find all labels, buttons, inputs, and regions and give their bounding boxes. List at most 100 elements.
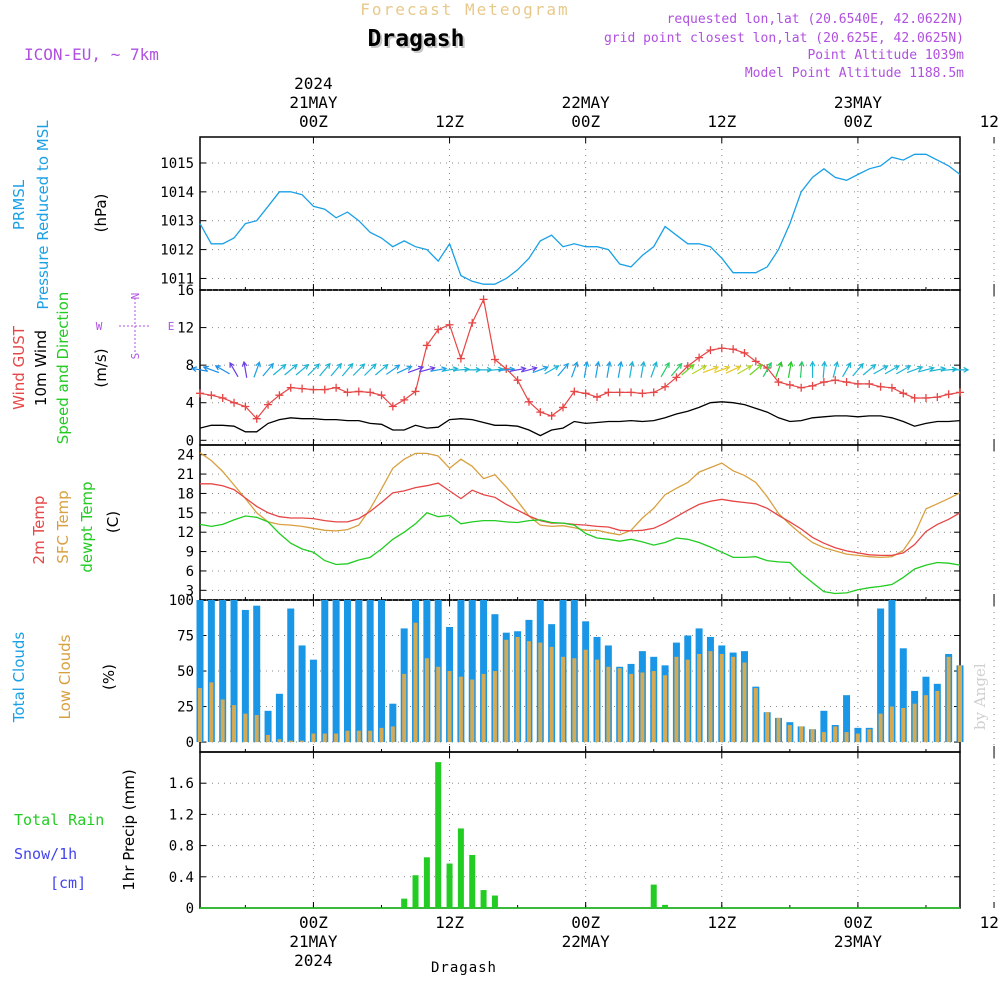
wind_gust-marker xyxy=(524,397,533,406)
wind_gust-marker xyxy=(706,346,715,355)
wind-arrow-head xyxy=(255,361,261,368)
wind-arrow-shaft xyxy=(557,363,569,377)
low_clouds-bar xyxy=(753,688,758,743)
wind-arrow-head xyxy=(241,360,248,367)
wind-arrow-shaft xyxy=(650,362,658,378)
wind_gust-marker xyxy=(536,408,545,417)
wind-arrow-shaft xyxy=(617,361,622,378)
wind-arrow-head xyxy=(821,360,828,367)
time-label: 12Z xyxy=(707,913,736,932)
wind-ytick-label: 8 xyxy=(186,358,194,374)
wind_gust-marker xyxy=(615,388,624,397)
total-clouds-label: Total Clouds xyxy=(10,632,28,724)
wind_gust-marker xyxy=(865,379,874,388)
low_clouds-bar xyxy=(390,726,395,743)
wind-arrow-shaft xyxy=(418,367,435,373)
low_clouds-bar xyxy=(958,665,962,743)
low_clouds-bar xyxy=(923,695,928,743)
low_clouds-bar xyxy=(889,706,894,743)
wind_gust-marker xyxy=(377,391,386,400)
total_clouds-bar xyxy=(207,600,215,743)
low_clouds-bar xyxy=(515,636,520,743)
wind_gust-marker xyxy=(468,318,477,327)
wind_gust-marker xyxy=(683,362,692,371)
wind_gust-marker xyxy=(513,376,522,385)
top-time-label: 12Z xyxy=(707,112,736,131)
low_clouds-bar xyxy=(345,730,350,743)
temp-ytick-label: 24 xyxy=(177,448,194,464)
precip-frame xyxy=(199,751,961,909)
wind-arrow-shaft xyxy=(262,363,274,377)
low_clouds-bar xyxy=(572,658,577,743)
wind-arrow-head xyxy=(766,361,772,368)
location-title: Dragash xyxy=(368,26,465,52)
precip_1h-bar xyxy=(457,828,464,908)
grid-point-coords: grid point closest lon,lat (20.625E, 42.… xyxy=(604,31,964,46)
wind_gust-marker xyxy=(808,381,817,390)
wind_gust-marker xyxy=(275,391,284,400)
clouds-panel: 0 25 50 75 100 xyxy=(169,593,995,753)
low_clouds-bar xyxy=(855,733,860,743)
wind-arrow-head xyxy=(746,365,753,371)
pressure-unit-label: (hPa) xyxy=(92,194,110,233)
wind-arrow-head xyxy=(347,362,354,369)
wind_gust-marker xyxy=(661,382,670,391)
temp-ytick-label: 18 xyxy=(177,486,194,502)
wind_gust-line xyxy=(199,297,961,420)
low_clouds-bar xyxy=(198,688,202,743)
low_clouds-bar xyxy=(266,734,271,743)
total_clouds-bar xyxy=(366,600,374,743)
precip-ytick-label: 0.4 xyxy=(169,870,194,886)
wind-arrow-shaft xyxy=(799,361,803,378)
wind-arrow-head xyxy=(951,366,958,373)
wind-arrow-head xyxy=(382,363,389,370)
low_clouds-bar xyxy=(209,682,214,743)
wind-arrow-head xyxy=(268,362,275,369)
low_clouds-bar xyxy=(878,713,883,743)
low_clouds-bar xyxy=(413,622,418,743)
total-rain-label: Total Rain xyxy=(14,811,104,829)
wind-arrow-shaft xyxy=(775,362,782,378)
wind-arrow-head xyxy=(928,366,935,372)
wind_gust-marker xyxy=(593,393,602,402)
time-label: 21MAY xyxy=(289,932,338,951)
low_clouds-bar xyxy=(901,707,906,743)
compass-e: E xyxy=(168,320,175,333)
clouds-ytick-label: 50 xyxy=(177,664,194,680)
wind_gust-marker xyxy=(264,400,273,409)
temp-ytick-label: 6 xyxy=(186,564,194,580)
total_clouds-bar xyxy=(888,600,896,743)
low_clouds-bar xyxy=(765,712,770,743)
wind_gust-marker xyxy=(785,380,794,389)
wind-arrow-shaft xyxy=(896,365,911,375)
wind_gust-marker xyxy=(887,383,896,392)
wind_gust-marker xyxy=(434,325,443,334)
wind-arrow-head xyxy=(202,365,209,372)
wind-arrow-shaft xyxy=(884,365,900,375)
pressure-frame xyxy=(199,136,961,291)
clouds-ytick-label: 25 xyxy=(177,700,194,716)
wind-arrow-shaft xyxy=(822,361,826,378)
pressure-ytick-label: 1011 xyxy=(160,271,194,287)
wind-arrow-shaft xyxy=(660,362,670,378)
wind-arrow-shaft xyxy=(929,367,946,372)
wind-arrow-shaft xyxy=(407,366,424,374)
wind-arrow-head xyxy=(370,363,377,370)
wind-arrow-shaft xyxy=(430,367,447,372)
wind-arrow-shaft xyxy=(725,365,741,374)
low_clouds-bar xyxy=(504,639,509,743)
wind_gust-marker xyxy=(241,402,250,411)
wind-arrow-shaft xyxy=(702,366,719,374)
top-time-label: 23MAY xyxy=(834,93,883,112)
wind-arrow-head xyxy=(724,365,731,372)
low_clouds-bar xyxy=(595,659,600,743)
wind_gust-marker xyxy=(853,379,862,388)
precip_1h-bar xyxy=(469,854,476,908)
low_clouds-bar xyxy=(243,713,248,743)
wind_gust-marker xyxy=(921,394,930,403)
wind-arrow-head xyxy=(701,365,708,371)
low_clouds-bar xyxy=(492,671,497,743)
wind-arrow-shaft xyxy=(319,363,331,377)
wind-ytick-label: 0 xyxy=(186,433,194,449)
precip-ytick-label: 0 xyxy=(186,901,194,917)
